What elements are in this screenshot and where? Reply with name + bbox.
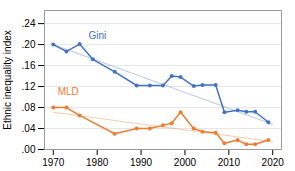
svg-text:.08: .08: [22, 102, 36, 113]
svg-text:.16: .16: [22, 60, 36, 71]
svg-text:.24: .24: [22, 18, 36, 29]
svg-text:2020: 2020: [262, 157, 285, 168]
svg-text:Gini: Gini: [88, 30, 106, 41]
svg-text:.20: .20: [22, 39, 36, 50]
svg-text:1970: 1970: [42, 157, 65, 168]
svg-text:1980: 1980: [86, 157, 109, 168]
svg-text:.04: .04: [22, 123, 36, 134]
svg-text:Ethnic inequality index: Ethnic inequality index: [2, 30, 13, 130]
svg-text:2010: 2010: [218, 157, 241, 168]
svg-text:MLD: MLD: [58, 86, 79, 97]
svg-text:2000: 2000: [174, 157, 197, 168]
svg-text:.12: .12: [22, 81, 36, 92]
svg-text:.00: .00: [22, 144, 36, 155]
svg-text:1990: 1990: [130, 157, 153, 168]
